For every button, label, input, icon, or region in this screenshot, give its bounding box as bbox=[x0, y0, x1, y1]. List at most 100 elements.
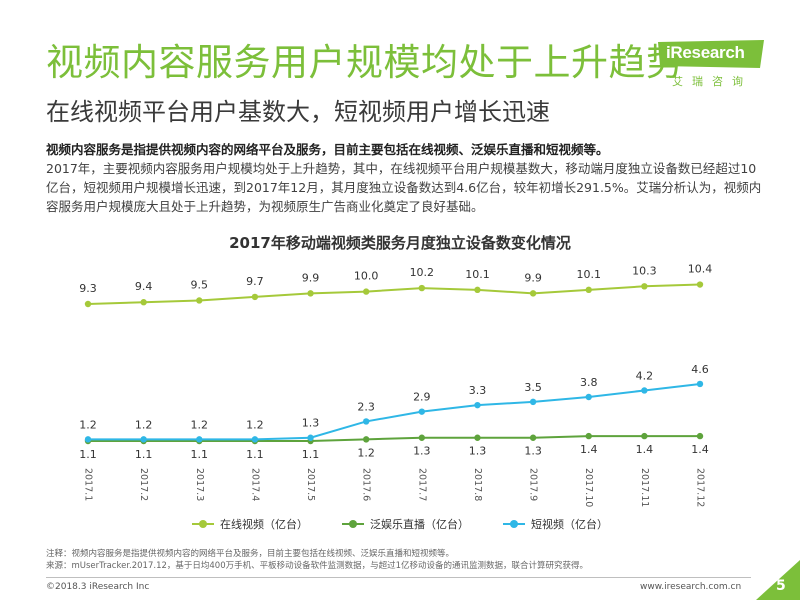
data-label: 1.1 bbox=[135, 448, 153, 461]
x-tick-label: 2017.12 bbox=[695, 468, 706, 507]
data-label: 1.1 bbox=[191, 448, 209, 461]
data-point bbox=[418, 434, 426, 441]
x-tick-label: 2017.4 bbox=[249, 468, 260, 501]
data-point bbox=[140, 436, 147, 443]
footer-divider bbox=[46, 577, 751, 578]
data-label: 10.3 bbox=[632, 264, 657, 277]
data-label: 4.2 bbox=[636, 369, 654, 382]
data-point bbox=[585, 393, 592, 401]
data-point bbox=[696, 380, 704, 388]
data-point bbox=[641, 283, 648, 290]
data-label: 1.1 bbox=[79, 448, 97, 461]
data-point bbox=[196, 297, 203, 304]
x-tick-label: 2017.8 bbox=[472, 468, 483, 501]
footer-url[interactable]: www.iresearch.com.cn bbox=[640, 582, 742, 592]
chart-notes: 注释：视频内容服务是指提供视频内容的网络平台及服务，目前主要包括在线视频、泛娱乐… bbox=[46, 548, 588, 572]
data-label: 9.9 bbox=[302, 271, 320, 284]
x-tick-label: 2017.9 bbox=[528, 468, 539, 501]
data-point bbox=[529, 434, 537, 441]
data-point bbox=[529, 398, 537, 406]
data-point bbox=[474, 401, 481, 409]
x-tick-label: 2017.1 bbox=[83, 468, 94, 501]
series-line-1 bbox=[88, 435, 700, 442]
intro-body: 2017年，主要视频内容服务用户规模均处于上升趋势，其中，在线视频平台用户规模基… bbox=[46, 161, 762, 214]
data-point bbox=[641, 387, 648, 394]
data-label: 9.9 bbox=[524, 271, 542, 284]
data-label: 1.3 bbox=[524, 445, 542, 458]
data-label: 1.2 bbox=[191, 418, 209, 431]
intro-lead: 视频内容服务是指提供视频内容的网络平台及服务，目前主要包括在线视频、泛娱乐直播和… bbox=[46, 142, 609, 157]
data-point bbox=[196, 436, 203, 443]
data-label: 1.3 bbox=[413, 445, 431, 458]
series-line-2 bbox=[88, 382, 701, 441]
series-line-0 bbox=[87, 283, 701, 305]
note-text: 注释：视频内容服务是指提供视频内容的网络平台及服务，目前主要包括在线视频、泛娱乐… bbox=[46, 549, 455, 559]
data-point bbox=[585, 432, 592, 440]
data-label: 1.4 bbox=[580, 443, 598, 456]
legend-swatch bbox=[342, 519, 364, 529]
data-point bbox=[307, 434, 314, 441]
data-point bbox=[251, 293, 259, 301]
page-number: 5 bbox=[776, 578, 786, 594]
legend-swatch bbox=[503, 519, 525, 529]
data-point bbox=[641, 432, 648, 440]
logo-banner-icon bbox=[658, 40, 764, 68]
data-point bbox=[362, 418, 370, 425]
data-label: 10.0 bbox=[354, 270, 379, 283]
data-point bbox=[418, 284, 426, 292]
x-tick-label: 2017.7 bbox=[416, 468, 427, 501]
data-point bbox=[474, 434, 481, 441]
legend-item: 在线视频（亿台） bbox=[192, 516, 308, 532]
data-label: 9.7 bbox=[246, 275, 264, 288]
intro-text: 视频内容服务是指提供视频内容的网络平台及服务，目前主要包括在线视频、泛娱乐直播和… bbox=[46, 140, 766, 216]
data-label: 1.1 bbox=[246, 448, 264, 461]
data-label: 3.8 bbox=[580, 376, 598, 389]
data-label: 10.1 bbox=[576, 268, 601, 281]
data-label: 10.1 bbox=[465, 268, 490, 281]
data-point bbox=[362, 288, 370, 295]
page-title: 视频内容服务用户规模均处于上升趋势 bbox=[46, 41, 684, 84]
data-label: 9.5 bbox=[191, 278, 209, 291]
iresearch-logo: iResearch 艾瑞咨询 bbox=[658, 40, 768, 88]
data-label: 10.2 bbox=[410, 266, 435, 279]
logo-name: iResearch bbox=[666, 43, 745, 62]
x-tick-label: 2017.3 bbox=[194, 468, 205, 501]
source-text: 来源：mUserTracker.2017.12，基于日均400万手机、平板移动设… bbox=[46, 561, 589, 571]
data-label: 3.5 bbox=[524, 381, 542, 394]
data-label: 1.2 bbox=[246, 418, 264, 431]
data-label: 1.2 bbox=[135, 418, 153, 431]
data-point bbox=[529, 290, 537, 297]
data-label: 1.3 bbox=[469, 445, 487, 458]
page-corner-icon bbox=[756, 560, 800, 600]
data-point bbox=[251, 436, 259, 443]
data-point bbox=[140, 299, 147, 306]
data-label: 9.4 bbox=[135, 280, 153, 293]
x-tick-label: 2017.5 bbox=[305, 468, 316, 501]
legend-item: 泛娱乐直播（亿台） bbox=[342, 516, 469, 532]
data-label: 1.1 bbox=[302, 448, 320, 461]
chart-title: 2017年移动端视频类服务月度独立设备数变化情况 bbox=[229, 234, 571, 252]
data-label: 10.4 bbox=[688, 263, 713, 276]
data-point bbox=[362, 436, 370, 443]
data-label: 1.3 bbox=[302, 417, 320, 430]
x-tick-label: 2017.10 bbox=[583, 468, 594, 507]
chart-legend: 在线视频（亿台） 泛娱乐直播（亿台） 短视频（亿台） bbox=[0, 516, 800, 532]
data-point bbox=[84, 300, 92, 308]
data-label: 9.3 bbox=[79, 282, 97, 295]
data-point bbox=[307, 290, 314, 297]
legend-label: 在线视频（亿台） bbox=[220, 518, 308, 531]
data-label: 2.9 bbox=[413, 391, 431, 404]
logo-subtitle: 艾瑞咨询 bbox=[672, 75, 752, 88]
data-label: 2.3 bbox=[357, 400, 375, 413]
data-point bbox=[418, 408, 426, 415]
data-label: 3.3 bbox=[469, 384, 487, 397]
data-label: 4.6 bbox=[691, 363, 709, 376]
data-label: 1.4 bbox=[691, 443, 709, 456]
x-tick-label: 2017.6 bbox=[361, 468, 372, 501]
data-label: 1.2 bbox=[79, 418, 97, 431]
data-point bbox=[696, 281, 704, 288]
data-point bbox=[474, 286, 481, 294]
legend-label: 泛娱乐直播（亿台） bbox=[370, 518, 469, 531]
legend-item: 短视频（亿台） bbox=[503, 516, 608, 532]
